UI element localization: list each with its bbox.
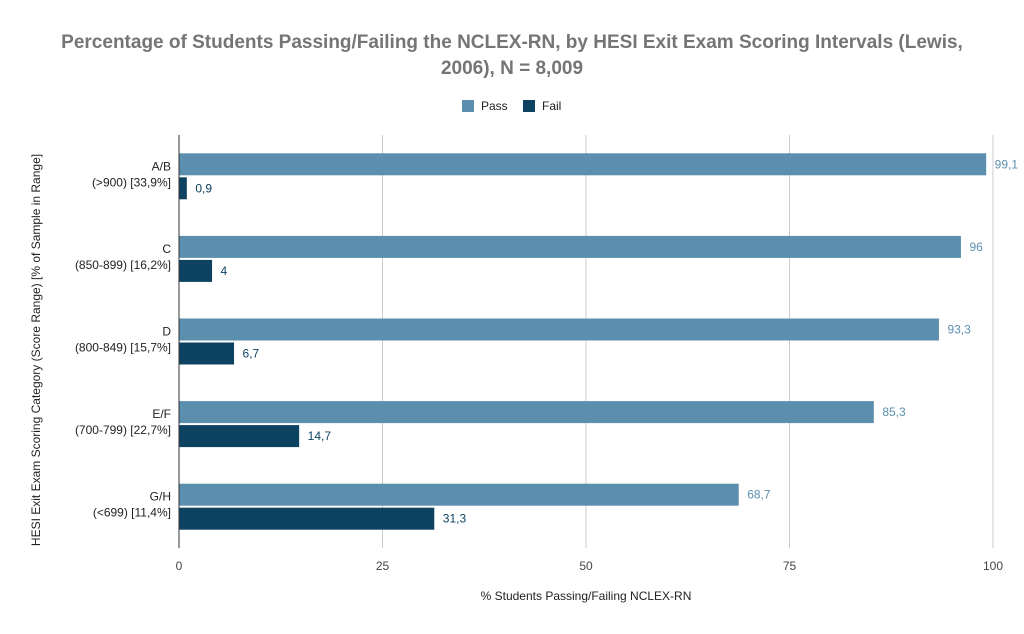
legend-swatch-pass: [462, 100, 474, 112]
category-range-label: (>900) [33,9%]: [92, 175, 171, 189]
x-tick-label: 0: [176, 559, 183, 573]
fail-bar: [179, 177, 187, 200]
fail-data-label: 0,9: [195, 181, 212, 195]
pass-data-label: 93,3: [947, 323, 971, 337]
fail-bar: [179, 425, 300, 448]
x-tick-label: 75: [783, 559, 797, 573]
category-labels: A/B (>900) [33,9%] C (850-899) [16,2%] D (800…: [75, 159, 171, 519]
y-axis-label: HESI Exit Exam Scoring Category (Score R…: [29, 154, 43, 546]
chart-title: Percentage of Students Passing/Failing t…: [0, 30, 1024, 82]
fail-bar: [179, 342, 235, 365]
chart-title-line-2: 2006), N = 8,009: [440, 58, 584, 79]
fail-data-label: 4: [221, 264, 228, 278]
legend: Pass Fail: [462, 99, 561, 113]
fail-bar: [179, 259, 213, 282]
pass-data-label: 96: [969, 240, 983, 254]
category-label: D: [162, 325, 171, 339]
category-label: A/B: [152, 159, 171, 173]
pass-bar: [179, 318, 939, 341]
legend-label-fail: Fail: [542, 99, 561, 113]
chart-title-line-1: Percentage of Students Passing/Failing t…: [61, 32, 963, 53]
fail-data-label: 14,7: [308, 429, 332, 443]
category-label: C: [162, 242, 171, 256]
legend-label-pass: Pass: [481, 99, 508, 113]
category-range-label: (800-849) [15,7%]: [75, 341, 171, 355]
bars: 99,1 0,9 96 4 93,3 6,7 85,3 14,7 68,7 31,3: [179, 153, 1019, 530]
category-range-label: (<699) [11,4%]: [93, 506, 171, 520]
category-range-label: (850-899) [16,2%]: [75, 258, 171, 272]
fail-data-label: 31,3: [443, 512, 467, 526]
x-tick-label: 25: [376, 559, 390, 573]
fail-data-label: 6,7: [243, 347, 260, 361]
category-label: E/F: [152, 407, 171, 421]
x-tick-label: 100: [983, 559, 1003, 573]
x-axis-label: % Students Passing/Failing NCLEX-RN: [481, 589, 692, 603]
x-tick-label: 50: [579, 559, 593, 573]
pass-bar: [179, 401, 874, 424]
fail-bar: [179, 507, 435, 530]
legend-swatch-fail: [523, 100, 535, 112]
x-tick-labels: 0 25 50 75 100: [176, 559, 1004, 573]
pass-data-label: 99,1: [995, 157, 1019, 171]
pass-data-label: 85,3: [882, 405, 906, 419]
gridlines: [178, 135, 994, 548]
category-label: G/H: [150, 490, 171, 504]
pass-bar: [179, 483, 739, 506]
category-range-label: (700-799) [22,7%]: [75, 423, 171, 437]
pass-data-label: 68,7: [747, 488, 771, 502]
pass-bar: [179, 235, 961, 258]
pass-bar: [179, 153, 987, 176]
